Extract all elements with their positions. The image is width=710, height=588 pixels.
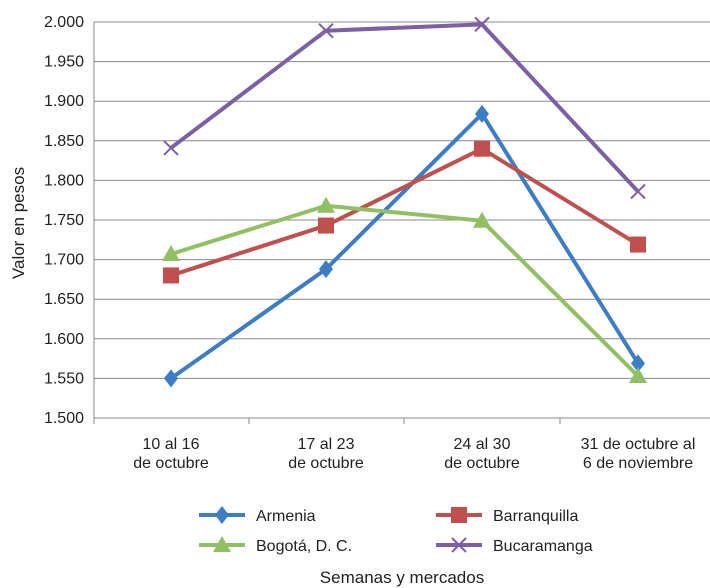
x-marker-stroke <box>474 16 490 33</box>
series-1 <box>163 140 646 284</box>
y-tick-label: 1.950 <box>44 54 84 71</box>
diamond-marker <box>319 260 333 279</box>
diamond-marker <box>164 369 178 388</box>
square-marker <box>451 507 467 523</box>
x-marker-stroke <box>451 537 467 553</box>
legend-label: Bogotá, D. C. <box>256 538 352 555</box>
x-axis: 10 al 16 de octubre 17 al 23 de octubre 24 a… <box>93 22 696 472</box>
series-line <box>169 22 640 193</box>
x-tick-label: 31 de octubre al 6 de noviembre <box>581 436 696 472</box>
square-marker <box>318 217 334 234</box>
y-tick-label: 1.750 <box>44 212 84 229</box>
x-marker-stroke <box>163 140 179 156</box>
square-marker <box>163 267 179 284</box>
triangle-marker <box>162 245 180 262</box>
x-marker-stroke <box>318 23 334 39</box>
series-line <box>169 111 640 381</box>
x-tick-label: 10 al 16 de octubre <box>133 436 209 472</box>
triangle-marker <box>473 211 491 228</box>
triangle-marker <box>213 536 231 552</box>
series-group <box>162 16 647 388</box>
legend-item: Bucaramanga <box>436 537 593 555</box>
triangle-marker <box>317 196 335 213</box>
triangle-marker <box>629 367 647 384</box>
legend-label: Armenia <box>256 508 316 525</box>
diamond-marker <box>631 354 645 373</box>
legend: Armenia Barranquilla Bogotá, D. C. Bucarama… <box>199 506 593 555</box>
y-tick-label: 1.650 <box>44 291 84 308</box>
diamond-marker <box>215 506 229 524</box>
x-tick-label: 17 al 23 de octubre <box>288 436 364 472</box>
y-tick-label: 1.900 <box>44 93 84 110</box>
series-0 <box>164 104 645 388</box>
x-marker-stroke <box>630 183 646 200</box>
square-marker <box>474 140 490 157</box>
diamond-marker <box>475 104 489 123</box>
y-tick-label: 1.800 <box>44 172 84 189</box>
y-tick-label: 1.550 <box>44 370 84 387</box>
legend-item: Barranquilla <box>436 507 578 525</box>
x-tick-label: 24 al 30 de octubre <box>444 436 520 472</box>
y-tick-label: 1.600 <box>44 331 84 348</box>
x-axis-title: Semanas y mercados <box>320 568 484 587</box>
y-axis-title: Valor en pesos <box>9 167 28 279</box>
series-3 <box>163 16 646 200</box>
series-2 <box>162 196 647 384</box>
y-tick-label: 1.850 <box>44 133 84 150</box>
legend-label: Barranquilla <box>493 508 578 525</box>
y-tick-label: 1.700 <box>44 252 84 269</box>
legend-item: Armenia <box>199 506 316 525</box>
legend-item: Bogotá, D. C. <box>199 536 352 555</box>
square-marker <box>630 236 646 253</box>
legend-label: Bucaramanga <box>493 538 593 555</box>
y-tick-label: 1.500 <box>44 410 84 427</box>
gridlines <box>94 21 710 419</box>
series-line <box>170 146 640 278</box>
series-line <box>170 203 640 378</box>
y-tick-label: 2.000 <box>44 14 84 31</box>
y-axis-ticks: 1.500 1.550 1.600 1.650 1.700 1.750 1.800 1.850… <box>44 14 84 427</box>
